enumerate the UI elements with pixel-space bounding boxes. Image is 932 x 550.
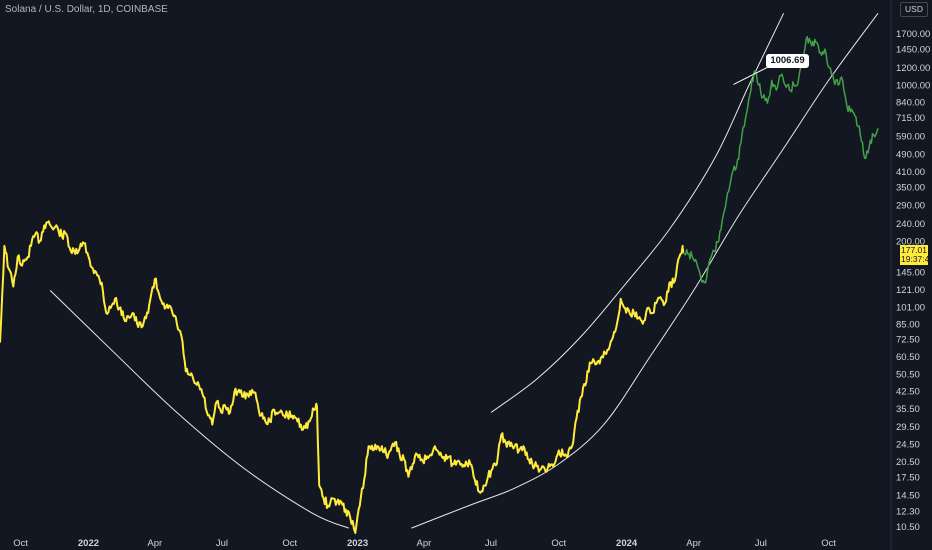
callout-leader [733, 65, 771, 85]
y-tick-label: 12.30 [896, 506, 920, 517]
y-tick-label: 101.00 [896, 303, 925, 314]
x-tick-label: Apr [147, 538, 162, 549]
y-tick-label: 29.50 [896, 422, 920, 433]
x-tick-label: Jul [755, 538, 767, 549]
y-tick-label: 1000.00 [896, 81, 930, 92]
y-tick-label: 72.50 [896, 335, 920, 346]
chart-title: Solana / U.S. Dollar, 1D, COINBASE [5, 4, 168, 15]
y-tick-label: 590.00 [896, 132, 925, 143]
trend-curve-2 [411, 13, 879, 529]
y-tick-label: 20.50 [896, 457, 920, 468]
trend-curves [49, 13, 879, 529]
x-tick-label: Oct [551, 538, 566, 549]
currency-button[interactable]: USD [900, 2, 928, 17]
x-tick-label: Apr [416, 538, 431, 549]
x-tick-label: 2024 [616, 538, 638, 549]
y-tick-label: 121.00 [896, 285, 925, 296]
trend-curve-0 [49, 290, 349, 529]
y-tick-label: 35.50 [896, 404, 920, 415]
x-axis: Oct 2022 Apr Jul Oct 2023 Apr Jul Oct 2024 Apr Jul O… [13, 538, 836, 549]
price-series [0, 35, 879, 534]
price-history-line [0, 220, 685, 534]
y-tick-label: 1450.00 [896, 45, 930, 56]
x-tick-label: Oct [282, 538, 297, 549]
x-tick-label: Apr [686, 538, 701, 549]
y-tick-label: 290.00 [896, 200, 925, 211]
y-tick-label: 1700.00 [896, 29, 930, 40]
x-tick-label: Oct [13, 538, 28, 549]
x-tick-label: 2023 [347, 538, 368, 549]
x-tick-label: Jul [216, 538, 228, 549]
x-tick-label: Oct [821, 538, 836, 549]
y-tick-label: 42.50 [896, 386, 920, 397]
price-projection-line [682, 35, 879, 284]
y-tick-label: 10.50 [896, 522, 920, 533]
y-tick-label: 145.00 [896, 268, 925, 279]
y-tick-label: 840.00 [896, 97, 925, 108]
y-axis: 1700.00 1450.00 1200.00 1000.00 840.00 715.00… [896, 29, 930, 533]
last-price-value: 177.01 [901, 245, 927, 255]
y-tick-label: 14.50 [896, 491, 920, 502]
y-tick-label: 85.00 [896, 319, 920, 330]
bar-countdown: 19:37:40 [901, 254, 932, 264]
y-tick-label: 17.50 [896, 472, 920, 483]
y-tick-label: 240.00 [896, 219, 925, 230]
trend-curve-1 [490, 13, 785, 413]
y-tick-label: 490.00 [896, 150, 925, 161]
x-tick-label: Jul [485, 538, 497, 549]
last-price-tag: 177.01 19:37:40 [900, 245, 932, 265]
y-tick-label: 715.00 [896, 113, 925, 124]
y-tick-label: 350.00 [896, 182, 925, 193]
y-tick-label: 60.50 [896, 352, 920, 363]
y-tick-label: 200.00 [896, 236, 925, 247]
y-tick-label: 24.50 [896, 440, 920, 451]
x-tick-label: 2022 [78, 538, 99, 549]
y-tick-label: 1200.00 [896, 63, 930, 74]
y-tick-label: 50.50 [896, 370, 920, 381]
price-callout: 1006.69 [766, 54, 809, 68]
y-tick-label: 410.00 [896, 167, 925, 178]
